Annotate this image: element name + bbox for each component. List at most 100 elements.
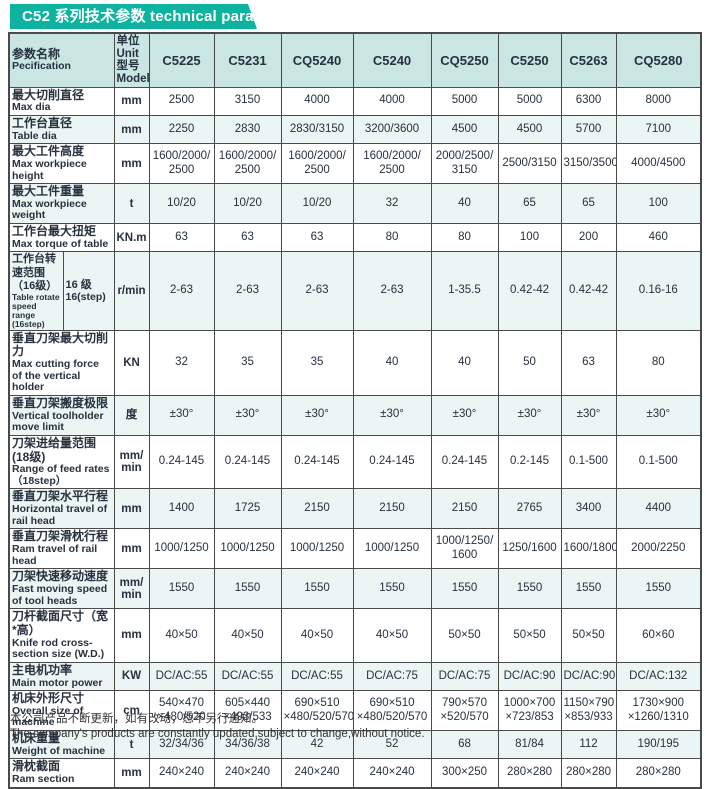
param-zh: 垂直刀架水平行程: [12, 489, 109, 504]
param-zh: 刀架快速移动速度: [12, 569, 109, 584]
value-cell: 50: [497, 329, 562, 396]
unit-cell: mm: [113, 114, 150, 145]
value-cell: 0.24-145: [148, 434, 215, 490]
value-cell: 1600/2000/ 2500: [213, 143, 282, 185]
param-en: Max dia: [12, 101, 51, 114]
value-cell: ±30°: [280, 394, 354, 436]
unit-cell: mm: [113, 758, 150, 789]
value-cell: 2250: [148, 114, 215, 145]
table-row: 主电机功率 Main motor power KW DC/AC:55 DC/AC:55 D…: [8, 661, 702, 692]
value-cell: 0.1-500: [560, 434, 617, 490]
value-cell: DC/AC:75: [430, 661, 499, 692]
param-zh: 机床外形尺寸: [12, 691, 85, 706]
unit-cell: t: [113, 183, 150, 225]
param-zh: 工作台直径: [12, 115, 73, 130]
value-cell: DC/AC:90: [497, 661, 562, 692]
value-cell: 1000/1250: [352, 528, 432, 570]
table-row: 垂直刀架最大切削力 Max cutting force of the vertic…: [8, 329, 702, 396]
param-header-zh: 参数名称: [12, 46, 61, 61]
param-en: Ram travel of rail head: [12, 543, 98, 567]
value-cell: 8000: [615, 86, 702, 116]
value-cell: 2000/2500/ 3150: [430, 143, 499, 185]
value-cell: 1550: [148, 568, 215, 610]
param-cell: 最大工件高度 Max workpiece height: [8, 143, 115, 185]
value-cell: 2500/3150: [497, 143, 562, 185]
table-row: 垂直刀架水平行程 Horizontal travel of rail head mm…: [8, 488, 702, 530]
value-cell: 1000×700 ×723/853: [497, 690, 562, 732]
value-cell: 2500: [148, 86, 215, 116]
value-cell: 7100: [615, 114, 702, 145]
param-en: Main motor power: [12, 676, 103, 689]
param-cell: 垂直刀架水平行程 Horizontal travel of rail head: [8, 488, 115, 530]
model-header-cell: C5240: [352, 32, 432, 88]
unit-cell: mm: [113, 528, 150, 570]
param-sub-en: 16(step): [65, 290, 106, 303]
model-header-cell: CQ5250: [430, 32, 499, 88]
value-cell: 2-63: [280, 251, 354, 331]
unit-cell: KN: [113, 329, 150, 396]
value-cell: DC/AC:55: [148, 661, 215, 692]
param-en: Horizontal travel of rail head: [12, 503, 108, 527]
table-body: 最大切削直径 Max dia mm 2500 3150 4000 4000 5000 5000 6…: [8, 86, 702, 789]
unit-header-text: 单位 Unit 型号 Model: [116, 35, 149, 85]
param-en: Range of feed rates （18step）: [12, 463, 110, 487]
value-cell: 460: [615, 223, 702, 253]
value-cell: 2150: [430, 488, 499, 530]
value-cell: 4000: [280, 86, 354, 116]
value-cell: 3150: [213, 86, 282, 116]
param-sub-cell: 16 级 16(step): [62, 251, 115, 331]
param-zh: 最大工件高度: [12, 144, 85, 159]
value-cell: 40×50: [352, 608, 432, 663]
table-row: 最大工件高度 Max workpiece height mm 1600/2000/ 2…: [8, 143, 702, 185]
param-cell: 刀杆截面尺寸（宽*高） Knife rod cross-section size …: [8, 608, 115, 663]
value-cell: 1600/2000/ 2500: [352, 143, 432, 185]
value-cell: 65: [497, 183, 562, 225]
table-row: 刀架快速移动速度 Fast moving speed of tool heads m…: [8, 568, 702, 610]
unit-cell: mm/ min: [113, 434, 150, 490]
param-cell: 工作台最大扭矩 Max torque of table: [8, 223, 115, 253]
value-cell: 10/20: [148, 183, 215, 225]
value-cell: 4500: [430, 114, 499, 145]
value-cell: ±30°: [560, 394, 617, 436]
table-row: 最大工件重量 Max workpiece weight t 10/20 10/20 10/…: [8, 183, 702, 225]
value-cell: 1550: [430, 568, 499, 610]
unit-cell: mm/ min: [113, 568, 150, 610]
model-header-cell: CQ5280: [615, 32, 702, 88]
param-zh: 最大工件重量: [12, 184, 85, 199]
param-zh: 工作台最大扭矩: [12, 224, 97, 239]
value-cell: 1-35.5: [430, 251, 499, 331]
unit-cell: mm: [113, 488, 150, 530]
table-row: 垂直刀架滑枕行程 Ram travel of rail head mm 1000/12…: [8, 528, 702, 570]
value-cell: 100: [615, 183, 702, 225]
param-en: Knife rod cross-section size (W.D.): [12, 636, 105, 661]
value-cell: 0.24-145: [280, 434, 354, 490]
value-cell: 1730×900 ×1260/1310: [615, 690, 702, 732]
value-cell: 3200/3600: [352, 114, 432, 145]
value-cell: 4400: [615, 488, 702, 530]
param-en: Max cutting force of the vertical holder: [12, 358, 99, 394]
param-zh: 垂直刀架滑枕行程: [12, 529, 109, 544]
value-cell: 0.24-145: [352, 434, 432, 490]
section-banner: C52 系列技术参数 technical parameter: [10, 4, 257, 29]
table-row: 工作台最大扭矩 Max torque of table KN.m 63 63 63 80 80…: [8, 223, 702, 253]
param-cell: 最大工件重量 Max workpiece weight: [8, 183, 115, 225]
param-cell: 最大切削直径 Max dia: [8, 86, 115, 116]
value-cell: 280×280: [615, 758, 702, 789]
param-zh: 刀杆截面尺寸（宽*高）: [12, 609, 109, 637]
value-cell: 1550: [213, 568, 282, 610]
unit-header-cell: 单位 Unit 型号 Model: [113, 32, 150, 88]
value-cell: 68: [430, 730, 499, 760]
value-cell: 112: [560, 730, 617, 760]
value-cell: DC/AC:132: [615, 661, 702, 692]
unit-cell: KN.m: [113, 223, 150, 253]
value-cell: 2000/2250: [615, 528, 702, 570]
param-cell: 工作台直径 Table dia: [8, 114, 115, 145]
value-cell: 40: [430, 183, 499, 225]
value-cell: 0.42-42: [560, 251, 617, 331]
value-cell: 5000: [430, 86, 499, 116]
param-en: Overall size of machine: [12, 704, 84, 729]
value-cell: 40: [430, 329, 499, 396]
param-cell: 主电机功率 Main motor power: [8, 661, 115, 692]
param-en: Ram section: [12, 773, 75, 786]
value-cell: 32: [148, 329, 215, 396]
